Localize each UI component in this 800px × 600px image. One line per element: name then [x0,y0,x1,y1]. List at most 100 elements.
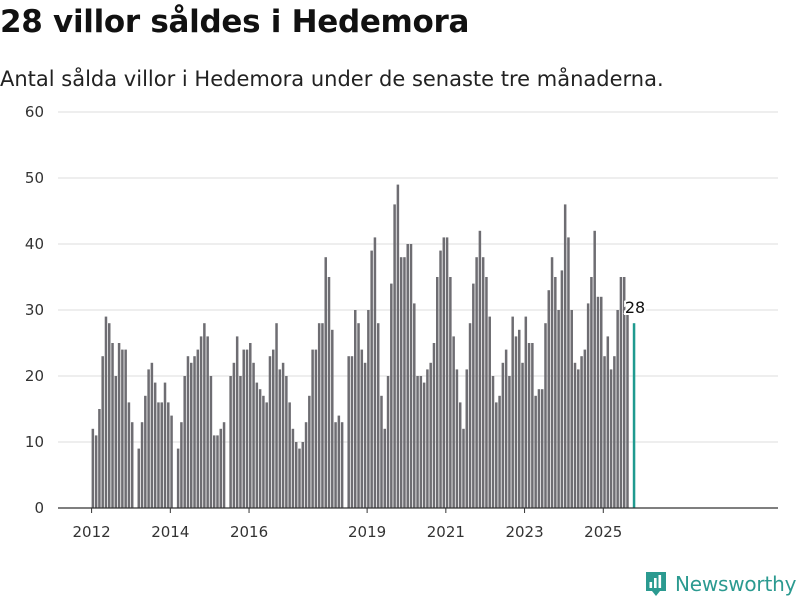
bar [436,277,439,508]
bar [222,422,226,508]
bar [272,349,275,508]
bar [524,316,528,508]
bar [622,277,626,508]
bar [255,382,259,508]
chart-subtitle: Antal sålda villor i Hedemora under de s… [0,67,664,91]
x-tick-label: 2021 [427,523,465,541]
bar [262,395,265,508]
highlight-data-label: 28 [625,298,645,317]
bar [577,369,580,508]
bar [527,343,531,508]
bar [570,310,573,508]
bar [537,389,541,508]
bar [393,204,396,508]
bar [619,277,623,508]
bar [209,376,213,508]
bar [285,376,288,508]
brand-logo: Newsworthy [644,569,796,599]
bar [491,376,495,508]
bar [475,257,478,508]
bar [373,237,377,508]
bar [347,356,350,508]
bar [413,303,416,508]
bar [124,349,127,508]
bar [235,336,239,508]
bar [426,369,429,508]
bar [406,244,409,508]
bar [380,395,383,508]
bar [183,376,186,508]
bar [98,409,101,508]
bar [409,244,413,508]
bar [101,356,104,508]
bar [613,356,616,508]
bar [203,323,206,508]
bar [563,204,567,508]
bar [258,389,262,508]
x-tick-label: 2023 [505,523,543,541]
bar [245,349,249,508]
bar [445,237,449,508]
bar [550,257,554,508]
y-tick-label: 60 [25,103,44,121]
bar [108,323,111,508]
bar [442,237,446,508]
bar [419,376,423,508]
bar [242,349,245,508]
bar [481,257,485,508]
bar [350,356,354,508]
bar [317,323,321,508]
bar [193,356,196,508]
bar [531,343,534,508]
brand-name: Newsworthy [675,572,797,596]
bar [275,323,278,508]
bar [596,296,600,508]
bar [363,362,367,508]
bar [590,277,593,508]
bar [462,428,465,508]
bar [281,362,285,508]
y-tick-label: 0 [34,499,44,517]
bar [196,349,200,508]
bar [547,290,551,508]
bar [580,356,583,508]
bar [458,402,462,508]
bar [504,349,508,508]
bar [206,336,209,508]
bar [117,343,121,508]
bar [252,362,255,508]
bar [370,250,373,508]
bar [472,283,475,508]
bar [324,257,327,508]
bar [367,310,370,508]
bar [478,230,482,509]
bar [386,376,390,508]
bar [294,442,298,508]
newsworthy-logo-icon [646,572,666,596]
bar [429,362,432,508]
bar [298,448,301,508]
highlight-bar [632,323,636,508]
bar [603,356,606,508]
bar [176,448,180,508]
bar [383,428,387,508]
bar [114,376,118,508]
bar [219,428,223,508]
bar [239,376,242,508]
y-tick-label: 20 [25,367,44,385]
bar [121,349,124,508]
bar [327,277,331,508]
bar [249,343,252,508]
bar [449,277,452,508]
bar [229,376,232,508]
bar [91,428,95,508]
bar [376,323,380,508]
bar [357,323,360,508]
x-tick-label: 2012 [73,523,111,541]
bar [609,369,613,508]
bar [304,422,308,508]
bar [626,310,629,508]
bar [521,362,524,508]
bar [354,310,357,508]
